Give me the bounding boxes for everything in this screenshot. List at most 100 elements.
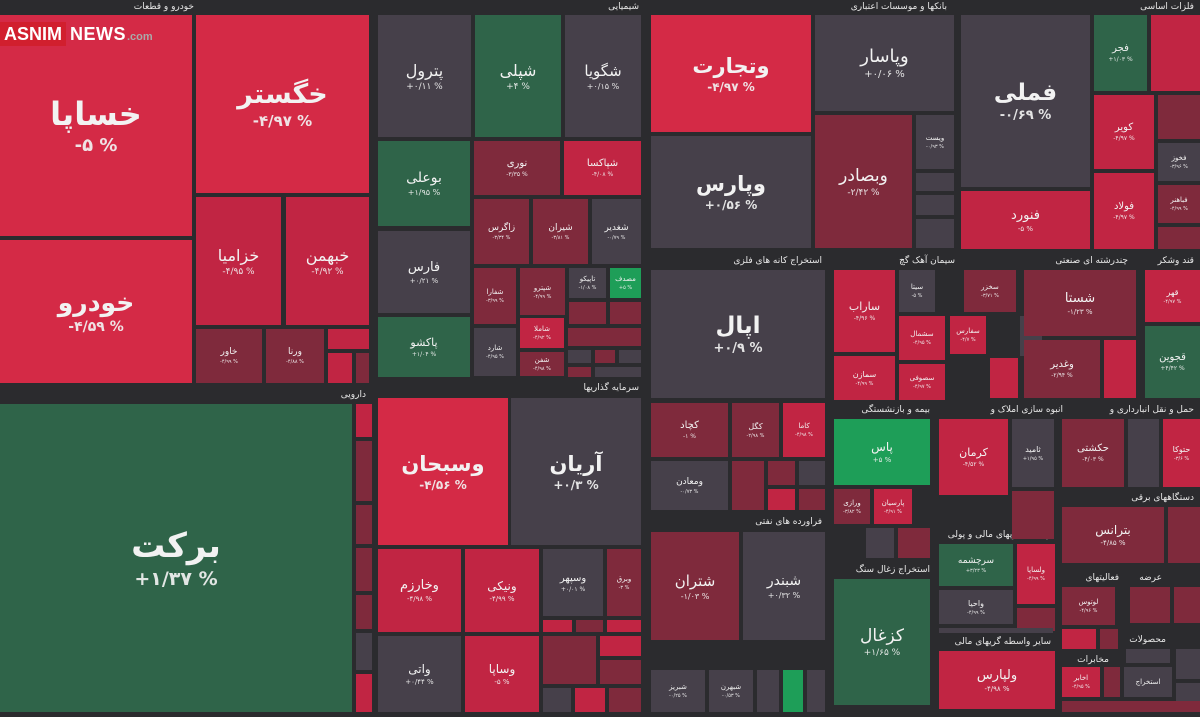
stock-tile[interactable]: ونیکی -۴/۹۹ % [465, 549, 539, 632]
stock-tile[interactable]: خگستر -۴/۹۷ % [196, 15, 369, 193]
watermark-part3: .com [127, 31, 153, 43]
stock-change: -۳/۶ % [1173, 455, 1190, 462]
watermark-part2: NEWS [70, 23, 126, 44]
stock-tile[interactable]: وبصادر -۲/۴۲ % [815, 115, 912, 248]
stock-tile[interactable]: ویست -۰/۹۳ % [916, 115, 954, 169]
stock-tile[interactable]: قهر -۴/۹۷ % [1145, 270, 1200, 322]
stock-symbol: سشمال [910, 330, 934, 338]
stock-tile[interactable]: شپترو -۴/۹۹ % [520, 268, 565, 315]
stock-tile[interactable]: سشمال -۴/۹۵ % [899, 316, 945, 360]
stock-tile[interactable]: وغدیر -۲/۹۴ % [1024, 340, 1100, 398]
stock-tile[interactable]: ولپارس -۴/۹۸ % [939, 651, 1055, 709]
stock-tile[interactable]: نوری -۳/۳۵ % [474, 141, 560, 195]
stock-tile[interactable]: سیتا -۵ % [899, 270, 935, 312]
stock-tile[interactable]: آریان +۰/۳ % [511, 398, 641, 545]
stock-tile[interactable]: شبریز -۰/۲۵ % [651, 670, 705, 712]
stock-tile[interactable]: سصوفی -۴/۹۷ % [899, 364, 945, 400]
stock-tile[interactable]: شیران -۳/۸۱ % [533, 199, 588, 264]
stock-tile[interactable]: زاگرس -۳/۳۴ % [474, 199, 529, 264]
stock-tile[interactable]: پارسیان -۴/۹۱ % [874, 489, 912, 524]
stock-tile[interactable]: شپاکسا -۴/۰۸ % [564, 141, 641, 195]
stock-tile[interactable]: شگویا +۰/۱۵ % [565, 15, 641, 137]
treemap-cell [576, 620, 603, 632]
stock-tile[interactable]: کویر -۴/۹۷ % [1094, 95, 1154, 169]
stock-tile[interactable]: حتوکا -۳/۶ % [1163, 419, 1200, 487]
stock-tile[interactable]: واحیا -۴/۹۹ % [939, 590, 1013, 624]
stock-tile[interactable]: کگل -۲/۹۸ % [732, 403, 779, 457]
stock-tile[interactable]: شفارا -۳/۹۹ % [474, 268, 516, 324]
stock-tile[interactable]: قجوین +۴/۴۲ % [1145, 326, 1200, 398]
stock-tile[interactable]: ورازی -۳/۸۲ % [834, 489, 870, 524]
stock-tile[interactable]: شاملا -۴/۹۲ % [520, 318, 564, 348]
stock-tile[interactable]: کرمان -۴/۵۲ % [939, 419, 1008, 495]
stock-tile[interactable]: شبندر +۰/۳۲ % [743, 532, 825, 640]
stock-tile[interactable]: واتی +۰/۴۴ % [378, 636, 461, 712]
stock-tile[interactable]: برکت +۱/۳۷ % [0, 404, 352, 712]
stock-tile[interactable]: سمازن -۴/۹۹ % [834, 356, 895, 400]
stock-tile[interactable]: فملی -۰/۶۹ % [961, 15, 1090, 187]
stock-tile[interactable]: سفارس -۴/۷ % [950, 316, 986, 354]
stock-tile[interactable]: کچاد -۱ % [651, 403, 728, 457]
treemap-cell [768, 461, 795, 485]
stock-tile[interactable]: ورنا -۴/۸۸ % [266, 329, 324, 383]
stock-tile[interactable]: شستا -۱/۲۳ % [1024, 270, 1136, 336]
stock-tile[interactable]: بوعلی +۱/۹۵ % [378, 141, 470, 226]
stock-tile[interactable]: سخزر -۳/۷۱ % [964, 270, 1016, 312]
stock-tile[interactable]: حکشتی -۴/۰۳ % [1062, 419, 1124, 487]
stock-tile[interactable]: ساراب -۴/۹۶ % [834, 270, 895, 352]
treemap-cell [1130, 587, 1170, 623]
stock-symbol: وساپا [488, 662, 516, 676]
stock-tile[interactable]: استخراج [1124, 667, 1172, 697]
stock-tile[interactable]: اپال +۰/۹ % [651, 270, 825, 398]
stock-tile[interactable]: ثامید +۱/۹۵ % [1012, 419, 1054, 487]
stock-tile[interactable]: وسپهر +۰/۰۱ % [543, 549, 603, 616]
stock-tile[interactable]: لوتوس -۴/۹۶ % [1062, 587, 1115, 625]
stock-symbol: کگل [748, 421, 763, 431]
stock-tile[interactable]: فنورد -۵ % [961, 191, 1090, 249]
stock-tile[interactable]: شپلی +۴ % [475, 15, 561, 137]
stock-tile[interactable]: فخوز -۳/۹۶ % [1158, 143, 1200, 181]
stock-tile[interactable]: فارس +۰/۲۱ % [378, 231, 470, 313]
stock-symbol: خگستر [237, 78, 328, 110]
stock-tile[interactable]: وبرق -۳ % [607, 549, 641, 616]
stock-tile[interactable]: فولاد -۴/۹۷ % [1094, 173, 1154, 249]
stock-tile[interactable]: پاس +۵ % [834, 419, 930, 485]
stock-symbol: وغدیر [1050, 359, 1074, 370]
stock-tile[interactable]: وساپا -۵ % [465, 636, 539, 712]
stock-tile[interactable]: خزامیا -۴/۹۵ % [196, 197, 281, 325]
stock-tile[interactable]: فجر +۱/۰۳ % [1094, 15, 1147, 91]
stock-tile[interactable]: وتجارت -۴/۹۷ % [651, 15, 811, 132]
stock-tile[interactable]: وخارزم -۴/۹۸ % [378, 549, 461, 632]
stock-tile[interactable]: شارد -۴/۹۵ % [474, 328, 516, 376]
stock-tile[interactable]: کزغال +۱/۶۵ % [834, 579, 930, 705]
stock-change: +۱/۶۵ % [863, 648, 901, 658]
stock-tile[interactable]: خبهمن -۴/۹۲ % [286, 197, 369, 325]
stock-tile[interactable]: وپاسار +۰/۰۶ % [815, 15, 954, 111]
stock-tile[interactable]: شبهرن -۰/۵۳ % [709, 670, 753, 712]
stock-tile[interactable]: ومعادن -۰/۷۳ % [651, 461, 728, 510]
stock-tile[interactable]: وپارس +۰/۵۶ % [651, 136, 811, 248]
stock-tile[interactable]: فباهنر -۴/۹۹ % [1158, 185, 1200, 223]
stock-tile[interactable]: وسبحان -۴/۵۶ % [378, 398, 508, 545]
stock-tile[interactable]: بترانس -۴/۸۵ % [1062, 507, 1164, 563]
stock-change: -۰/۲۵ % [669, 693, 687, 699]
sector-header: عرضه [1139, 573, 1162, 583]
stock-tile[interactable]: شغدیر -۰/۷۹ % [592, 199, 641, 264]
stock-tile[interactable]: شتران -۱/۰۳ % [651, 532, 739, 640]
stock-tile[interactable]: پاکشو +۱/۰۴ % [378, 317, 470, 377]
stock-tile[interactable]: خاور -۴/۹۹ % [196, 329, 262, 383]
stock-tile[interactable]: سرچشمه +۳/۲۳ % [939, 544, 1013, 586]
stock-tile[interactable]: ولساپا -۴/۹۹ % [1017, 544, 1055, 604]
stock-change: -۴/۹۷ % [1163, 298, 1182, 305]
stock-tile[interactable]: شفن -۴/۹۸ % [520, 352, 564, 376]
stock-tile[interactable]: خودرو -۴/۵۹ % [0, 240, 192, 383]
stock-tile[interactable]: خساپا -۵ % [0, 15, 192, 236]
stock-tile[interactable]: تاپیکو -۱/۰۸ % [569, 268, 606, 298]
stock-tile[interactable]: کاما -۴/۹۸ % [783, 403, 825, 457]
stock-tile[interactable]: مصدف +۵ % [610, 268, 641, 298]
stock-symbol: ویست [925, 134, 945, 142]
stock-symbol: وبرق [616, 574, 632, 583]
stock-tile[interactable]: اخابر -۴/۹۵ % [1062, 667, 1100, 697]
stock-tile[interactable]: پترول +۰/۱۱ % [378, 15, 471, 137]
